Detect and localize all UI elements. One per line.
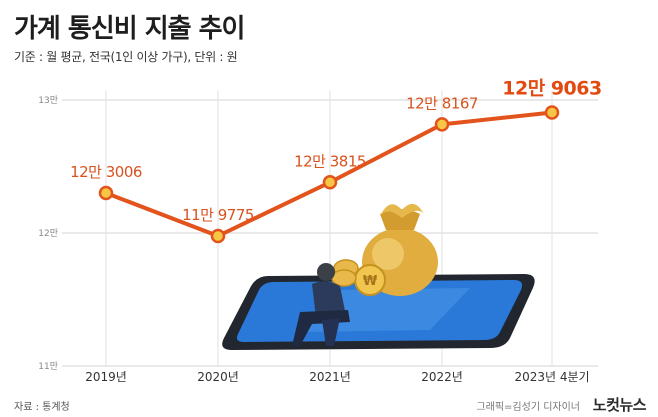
data-markers bbox=[98, 105, 560, 244]
won-symbol-icon: ₩ bbox=[363, 274, 378, 289]
brand-logo: 노컷뉴스 bbox=[592, 396, 647, 414]
series-line-path bbox=[104, 110, 554, 238]
y-axis-ticks: 11만 12만 13만 bbox=[38, 95, 58, 372]
person-head-icon bbox=[317, 263, 335, 281]
x-tick-label: 2019년 bbox=[85, 370, 127, 384]
x-tick-label: 2022년 bbox=[421, 370, 463, 384]
data-labels: 12만 3006 11만 9775 12만 3815 12만 8167 12만 9063 bbox=[70, 77, 602, 224]
chart-title: 가계 통신비 지출 추이 bbox=[14, 14, 245, 44]
x-tick-label: 2023년 4분기 bbox=[514, 370, 589, 384]
data-label: 11만 9775 bbox=[182, 206, 254, 224]
data-label: 12만 8167 bbox=[406, 94, 478, 112]
grid-lines bbox=[62, 90, 598, 367]
x-tick-label: 2021년 bbox=[309, 370, 351, 384]
y-tick-label: 11만 bbox=[38, 361, 58, 372]
y-tick-label: 12만 bbox=[38, 228, 58, 239]
person-body-icon bbox=[312, 281, 346, 318]
x-tick-label: 2020년 bbox=[197, 370, 239, 384]
data-label: 12만 3815 bbox=[294, 152, 366, 170]
data-point bbox=[98, 185, 114, 201]
data-label: 12만 9063 bbox=[502, 77, 601, 99]
person-legs-icon bbox=[322, 318, 340, 346]
coin-stack-icon bbox=[331, 269, 357, 287]
smartphone-money-illustration: ₩ bbox=[222, 203, 535, 350]
chart-subtitle: 기준 : 월 평균, 전국(1인 이상 가구), 단위 : 원 bbox=[14, 50, 238, 64]
data-point bbox=[544, 105, 560, 120]
x-axis-ticks: 2019년 2020년 2021년 2022년 2023년 4분기 bbox=[85, 370, 589, 384]
data-point bbox=[434, 117, 450, 132]
data-point bbox=[210, 228, 226, 244]
source-note: 자료 : 통계청 bbox=[14, 402, 70, 413]
data-point bbox=[322, 175, 338, 190]
graphic-credit: 그래픽=김성기 디자이너 bbox=[476, 402, 580, 413]
y-tick-label: 13만 bbox=[38, 95, 58, 106]
money-bag-shine-icon bbox=[372, 238, 404, 270]
data-label: 12만 3006 bbox=[70, 163, 142, 181]
money-bag-neck-icon bbox=[380, 209, 420, 230]
money-bag-tie-icon bbox=[380, 203, 424, 218]
series-line bbox=[104, 110, 554, 238]
